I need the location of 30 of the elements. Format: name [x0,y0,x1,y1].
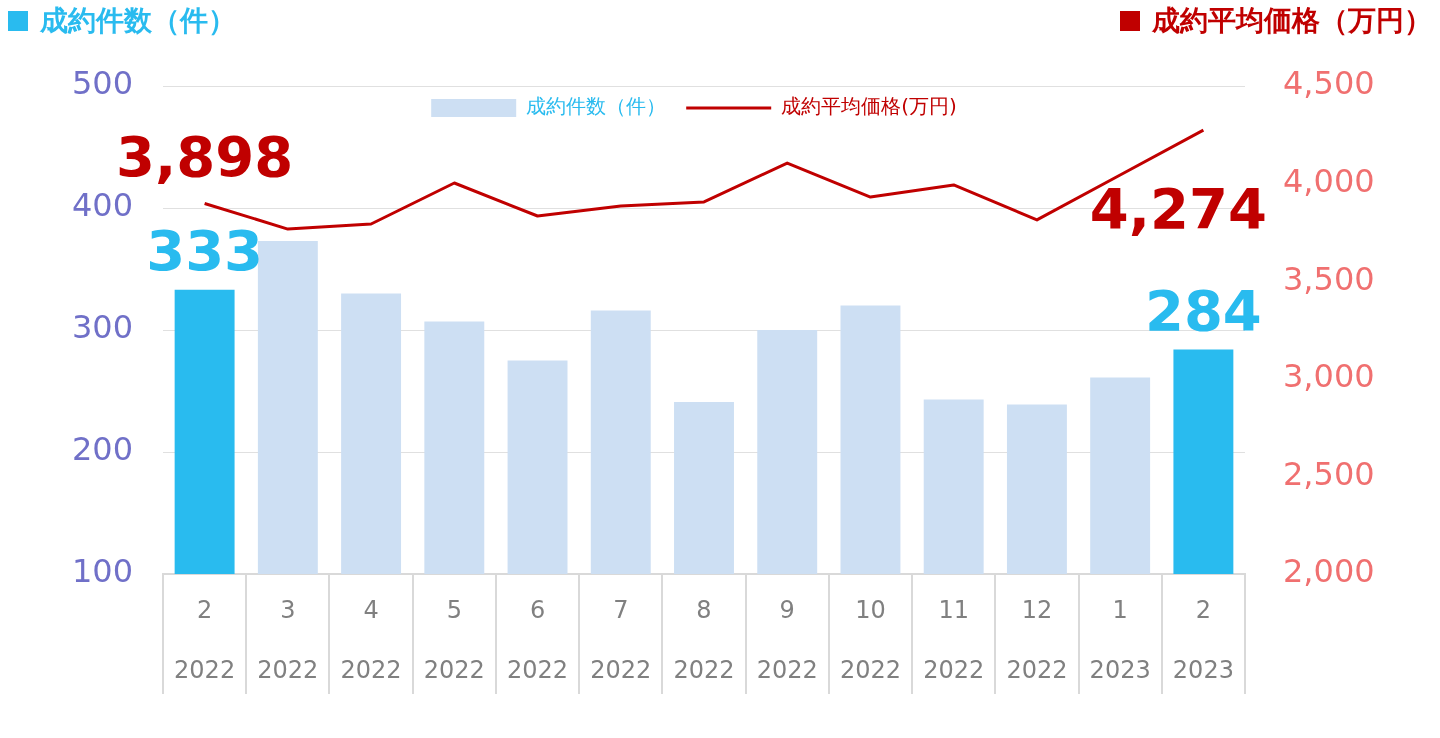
y-tick-label: 300 [71,308,133,347]
category-label: 8 2022 [673,596,735,685]
category-label: 4 2022 [340,596,402,685]
y-tick-label: 500 [71,64,133,103]
category-label: 2 2023 [1172,596,1234,685]
y2-tick-label: 2,500 [1283,454,1375,493]
category-label: 1 2023 [1089,596,1151,685]
data-label: 284 [1144,278,1262,344]
y2-tick-label: 3,000 [1283,357,1375,396]
data-label: 333 [146,218,264,284]
data-label: 4,274 [1089,175,1267,241]
y2-tick-label: 3,500 [1283,259,1375,298]
y2-tick-label: 4,500 [1283,64,1375,103]
category-label: 5 2022 [423,596,485,685]
category-label: 11 2022 [923,596,985,685]
category-label: 10 2022 [839,596,901,685]
y2-tick-label: 4,000 [1283,161,1375,200]
category-label: 9 2022 [756,596,818,685]
y2-axis-title: 成約平均価格（万円） [1152,3,1432,39]
y-tick-label: 200 [71,430,133,469]
y2-tick-label: 2,000 [1283,552,1375,591]
category-label: 3 2022 [257,596,319,685]
y-axis-title: 成約件数（件） [40,3,236,39]
category-label: 6 2022 [507,596,569,685]
legend-label: 成約件数（件） [526,94,667,119]
category-label: 2 2022 [174,596,236,685]
legend-label: 成約平均価格(万円) [781,94,957,119]
category-label: 7 2022 [590,596,652,685]
category-label: 12 2022 [1006,596,1068,685]
y-tick-label: 100 [71,552,133,591]
